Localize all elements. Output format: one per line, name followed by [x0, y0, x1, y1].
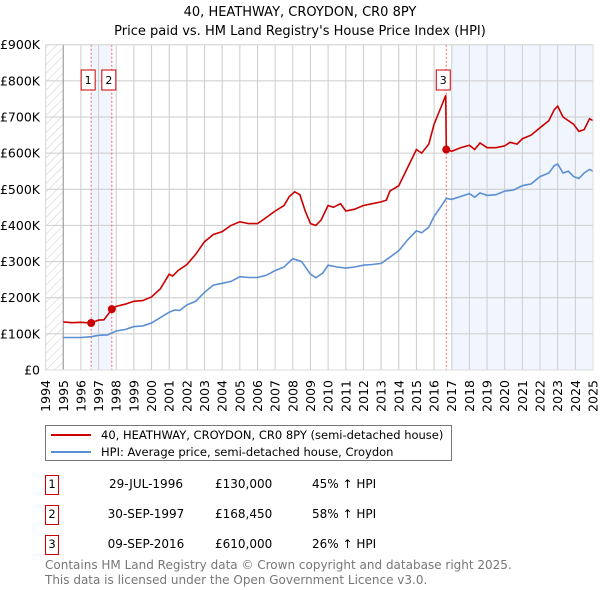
transaction-number: 2: [45, 505, 59, 525]
x-tick-label: 2000: [144, 380, 159, 412]
blue-line-swatch: [51, 451, 91, 453]
sale-label: 1: [85, 74, 92, 87]
x-tick-label: 2015: [409, 380, 424, 412]
transaction-number: 3: [45, 535, 59, 555]
y-tick-label: £600K: [0, 146, 41, 161]
y-tick-label: £700K: [0, 109, 41, 124]
x-tick-label: 2018: [462, 380, 477, 412]
sale-point: [107, 305, 116, 314]
x-tick-label: 2009: [303, 380, 318, 412]
x-tick-label: 2003: [197, 380, 212, 412]
transaction-price: £130,000: [215, 477, 273, 491]
chart-subtitle: Price paid vs. HM Land Registry's House …: [114, 24, 486, 39]
x-tick-label: 2012: [356, 380, 371, 412]
legend-item-property: 40, HEATHWAY, CROYDON, CR0 8PY (semi-det…: [46, 427, 443, 443]
transaction-date: 09-SEP-2016: [107, 537, 185, 551]
x-tick-label: 2020: [497, 380, 512, 412]
x-tick-label: 2017: [444, 380, 459, 412]
sale-point: [87, 319, 96, 328]
x-tick-label: 2025: [586, 380, 600, 412]
hpi-series-line: [63, 162, 594, 339]
y-tick-label: £0: [24, 363, 40, 378]
y-tick-label: £200K: [0, 290, 41, 305]
transaction-date: 29-JUL-1996: [109, 477, 183, 491]
red-line-swatch: [51, 434, 91, 436]
x-tick-label: 2022: [533, 380, 548, 412]
x-tick-label: 2008: [285, 380, 300, 412]
x-tick-label: 2021: [515, 380, 530, 412]
x-tick-label: 2007: [268, 380, 283, 412]
x-tick-label: 2013: [374, 380, 389, 412]
shaded-range: [91, 44, 112, 370]
legend-label-hpi: HPI: Average price, semi-detached house,…: [101, 445, 394, 459]
footer-license: This data is licensed under the Open Gov…: [45, 573, 428, 587]
legend: 40, HEATHWAY, CROYDON, CR0 8PY (semi-det…: [45, 425, 453, 461]
transaction-price: £610,000: [215, 537, 273, 551]
chart-title: 40, HEATHWAY, CROYDON, CR0 8PY: [184, 5, 417, 20]
x-tick-label: 2023: [550, 380, 565, 412]
x-tick-label: 1996: [73, 380, 88, 412]
y-tick-label: £100K: [0, 326, 41, 341]
x-tick-label: 2016: [427, 380, 442, 412]
x-tick-label: 1997: [91, 380, 106, 412]
x-tick-label: 2011: [338, 380, 353, 412]
sale-label-box: [435, 69, 451, 91]
x-tick-label: 2005: [232, 380, 247, 412]
x-tick-label: 2014: [391, 380, 406, 412]
transaction-price: £168,450: [215, 507, 273, 521]
sale-point: [442, 145, 451, 154]
transaction-hpi: 26% ↑ HPI: [312, 537, 377, 551]
sale-label: 3: [440, 74, 447, 87]
plot-border: [45, 44, 594, 371]
x-tick-label: 2002: [179, 380, 194, 412]
y-tick-label: £800K: [0, 73, 41, 88]
x-tick-label: 1998: [109, 380, 124, 412]
x-tick-label: 2019: [480, 380, 495, 412]
transaction-date: 30-SEP-1997: [107, 507, 185, 521]
sale-label: 2: [105, 74, 112, 87]
x-tick-label: 2010: [321, 380, 336, 412]
x-tick-label: 2004: [215, 380, 230, 412]
x-tick-label: 1995: [56, 380, 71, 412]
property-series-line: [63, 95, 594, 324]
transaction-hpi: 45% ↑ HPI: [312, 477, 377, 491]
x-tick-label: 2006: [250, 380, 265, 412]
footer-copyright: Contains HM Land Registry data © Crown c…: [45, 558, 512, 572]
legend-label-property: 40, HEATHWAY, CROYDON, CR0 8PY (semi-det…: [101, 428, 444, 442]
x-tick-label: 1999: [126, 380, 141, 412]
y-tick-label: £300K: [0, 254, 41, 269]
y-tick-label: £900K: [0, 37, 41, 52]
price-chart: 40, HEATHWAY, CROYDON, CR0 8PY Price pai…: [0, 5, 600, 412]
pre-data-hatch: [45, 44, 64, 370]
y-tick-label: £500K: [0, 182, 41, 197]
transaction-hpi: 58% ↑ HPI: [312, 507, 377, 521]
x-tick-label: 2001: [162, 380, 177, 412]
x-tick-label: 1994: [38, 380, 53, 412]
legend-item-hpi: HPI: Average price, semi-detached house,…: [46, 444, 443, 460]
sale-label-box: [80, 69, 96, 91]
y-tick-label: £400K: [0, 218, 41, 233]
transaction-number: 1: [45, 475, 59, 495]
sale-label-box: [101, 69, 117, 91]
x-tick-label: 2024: [568, 380, 583, 412]
